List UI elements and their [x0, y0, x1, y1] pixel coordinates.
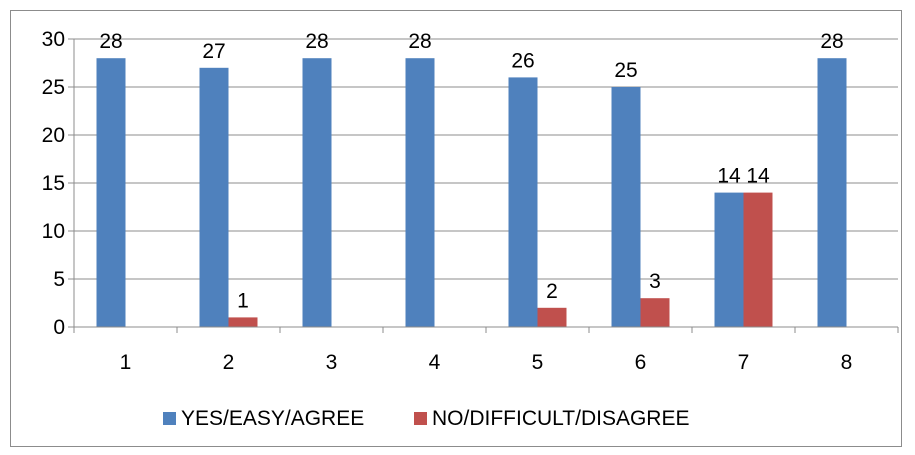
y-tick-label: 20: [42, 124, 65, 147]
y-tick-label: 5: [53, 268, 65, 291]
data-label: 14: [746, 165, 770, 188]
data-label: 14: [717, 165, 741, 188]
bar-yes: [302, 58, 332, 327]
bar-no: [537, 307, 567, 327]
data-label: 28: [820, 30, 843, 53]
data-label: 28: [408, 30, 431, 53]
bar-yes: [199, 67, 229, 328]
legend-swatch-yes: [163, 412, 176, 425]
legend: YES/EASY/AGREE NO/DIFFICULT/DISAGREE: [163, 407, 689, 430]
bar-yes: [96, 58, 126, 327]
x-tick-label: 7: [738, 351, 750, 374]
data-label: 27: [202, 40, 225, 63]
data-label: 1: [237, 289, 249, 312]
bar-no: [228, 317, 258, 327]
data-label: 25: [614, 59, 637, 82]
bar-yes: [714, 192, 744, 327]
x-tick-label: 6: [635, 351, 647, 374]
y-tick-label: 15: [42, 172, 65, 195]
bar-no: [640, 298, 670, 327]
x-tick-label: 2: [223, 351, 235, 374]
bar-yes: [405, 58, 435, 327]
bar-yes: [611, 87, 641, 327]
y-tick-label: 10: [42, 220, 65, 243]
y-tick-label: 25: [42, 76, 65, 99]
bar-yes: [508, 77, 538, 328]
legend-label-yes: YES/EASY/AGREE: [181, 407, 364, 430]
x-tick-label: 4: [429, 351, 441, 374]
bars: [96, 58, 847, 328]
legend-swatch-no: [414, 412, 427, 425]
bar-yes: [817, 58, 847, 327]
x-tick-label: 1: [120, 351, 132, 374]
y-tick-label: 30: [42, 28, 65, 51]
data-label: 3: [649, 270, 661, 293]
x-tick-label: 3: [326, 351, 338, 374]
bar-no: [743, 192, 773, 327]
gridlines: [74, 38, 898, 280]
data-label: 26: [511, 49, 534, 72]
data-label: 28: [305, 30, 328, 53]
data-labels: 28 27 1 28 28 26 2 25 3 14 14 28: [99, 30, 843, 312]
y-tick-label: 0: [53, 316, 65, 339]
x-tick-label: 8: [841, 351, 853, 374]
data-label: 2: [546, 280, 558, 303]
axes: 0 5 10 15 20 25 30 1 2 3 4 5 6 7 8: [42, 28, 899, 374]
x-tick-label: 5: [532, 351, 544, 374]
data-label: 28: [99, 30, 122, 53]
legend-label-no: NO/DIFFICULT/DISAGREE: [432, 407, 689, 430]
